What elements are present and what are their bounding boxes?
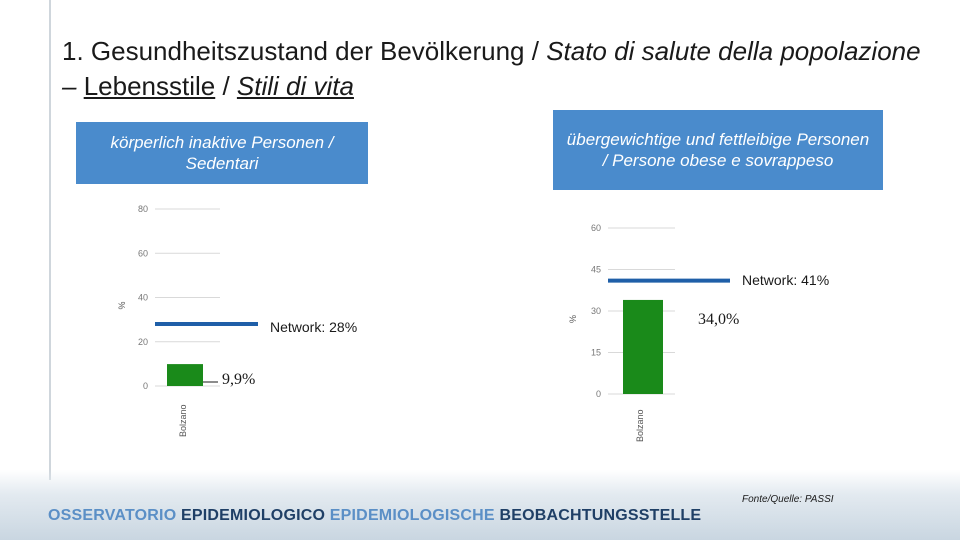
inactive-persons-label: körperlich inaktive Personen / Sedentari <box>110 133 334 173</box>
category-label: Bolzano <box>178 404 188 437</box>
inactive-persons-label-box: körperlich inaktive Personen / Sedentari <box>76 122 368 184</box>
title-text-6: Stili di vita <box>236 71 354 101</box>
slide-title: 1. Gesundheitszustand der Bevölkerung / … <box>62 34 942 104</box>
y-tick-label: 15 <box>591 348 601 358</box>
footer-word-2: EPIDEMIOLOGICO <box>181 507 330 524</box>
overweight-persons-label-box: übergewichtige und fettleibige Personen … <box>553 110 883 190</box>
left-divider <box>49 0 51 480</box>
y-tick-label: 45 <box>591 265 601 275</box>
bar-bolzano <box>623 299 663 394</box>
y-axis-label: % <box>117 301 127 309</box>
y-tick-label: 40 <box>138 293 148 303</box>
y-tick-label: 80 <box>138 204 148 214</box>
network-reference-label: Network: 28% <box>270 319 357 335</box>
footer-title: OSSERVATORIO EPIDEMIOLOGICO EPIDEMIOLOGI… <box>48 507 701 525</box>
bar-bolzano <box>167 364 203 386</box>
network-reference-label: Network: 41% <box>742 272 829 288</box>
y-axis-label: % <box>568 315 578 323</box>
bar-value-label: 9,9% <box>222 371 255 388</box>
y-tick-label: 30 <box>591 306 601 316</box>
category-label: Bolzano <box>635 409 645 442</box>
bar-value-label: 34,0% <box>698 311 739 328</box>
y-tick-label: 60 <box>138 248 148 258</box>
title-text-5: / <box>215 71 237 101</box>
source-note: Fonte/Quelle: PASSI <box>742 494 834 505</box>
y-tick-label: 0 <box>596 389 601 399</box>
title-text-4: Lebensstile <box>83 71 216 101</box>
title-text-3: – <box>62 71 84 101</box>
y-tick-label: 60 <box>591 223 601 233</box>
footer-band <box>0 470 960 540</box>
overweight-persons-label: übergewichtige und fettleibige Personen … <box>566 130 870 170</box>
y-tick-label: 20 <box>138 337 148 347</box>
title-text-2: Stato di salute della popolazione <box>546 36 921 66</box>
footer-word-3: EPIDEMIOLOGISCHE <box>329 507 500 524</box>
y-tick-label: 0 <box>143 381 148 391</box>
footer-word-4: BEOBACHTUNGSSTELLE <box>499 507 702 524</box>
footer-word-1: OSSERVATORIO <box>48 507 181 524</box>
title-text-1: 1. Gesundheitszustand der Bevölkerung / <box>62 36 547 66</box>
